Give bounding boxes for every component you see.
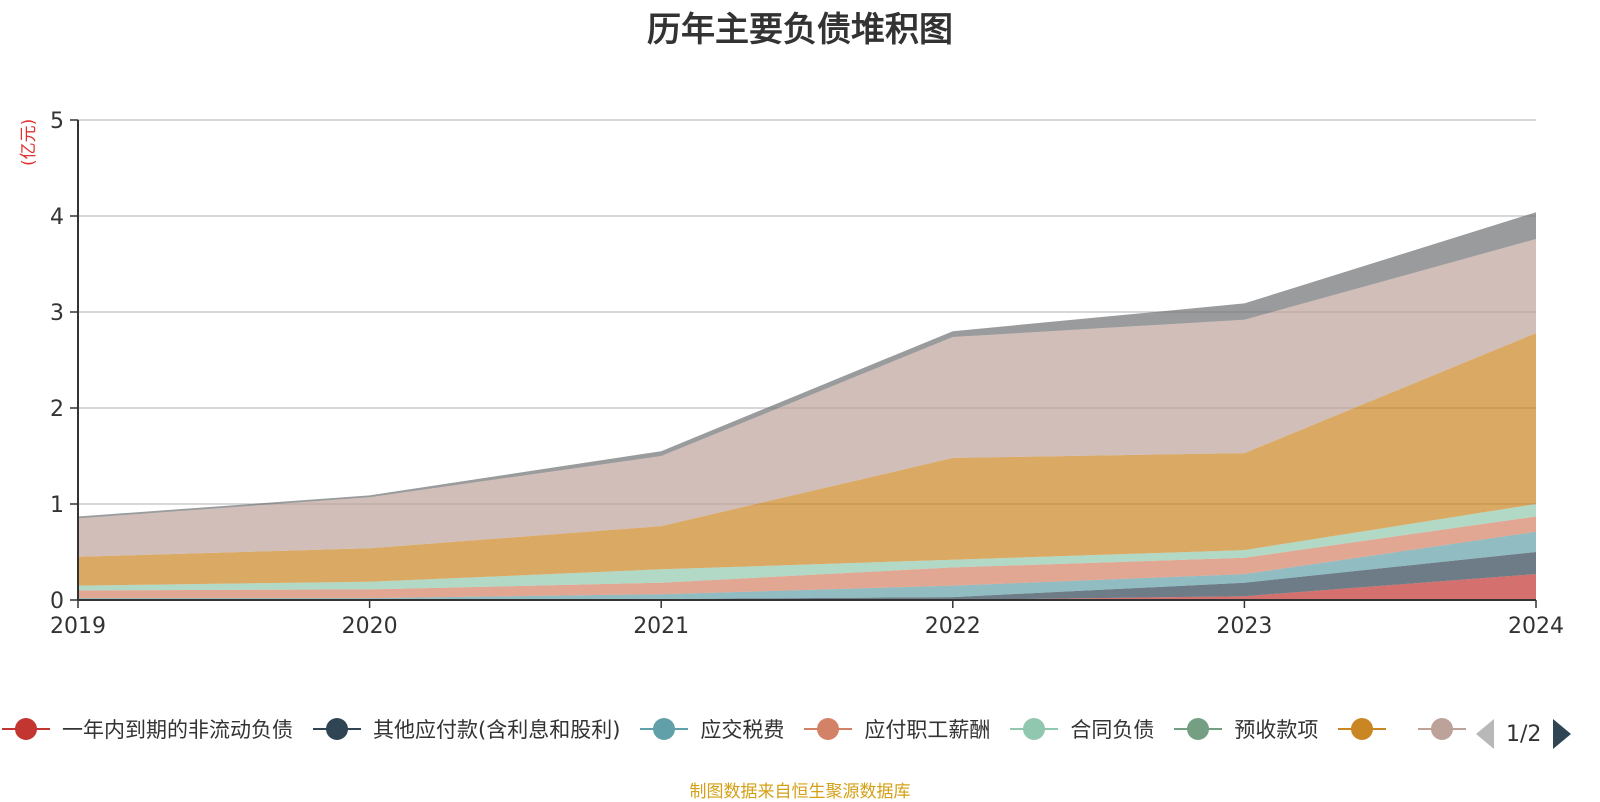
legend-marker-icon <box>1010 715 1059 743</box>
source-note: 制图数据来自恒生聚源数据库 <box>689 782 911 802</box>
legend-item[interactable]: 预收款项 <box>1174 714 1318 744</box>
legend-marker-icon <box>2 715 50 743</box>
y-tick-label: 3 <box>50 301 64 326</box>
y-tick-label: 5 <box>50 109 64 134</box>
area-series-4 <box>78 504 1536 591</box>
legend-label: 预收款项 <box>1234 718 1319 742</box>
legend-marker-icon <box>640 715 689 743</box>
legend-marker-icon <box>1418 715 1467 743</box>
legend-item[interactable] <box>1338 715 1398 743</box>
x-tick-label: 2019 <box>50 614 106 639</box>
legend-marker-icon <box>1338 715 1387 743</box>
x-tick-label: 2023 <box>1216 614 1272 639</box>
legend-label: 其他应付款(含利息和股利) <box>373 718 621 742</box>
legend-marker-icon <box>804 715 853 743</box>
legend-page-indicator: 1/2 <box>1506 721 1542 747</box>
x-tick-label: 2021 <box>633 614 689 639</box>
legend-item[interactable]: 应交税费 <box>640 714 784 744</box>
legend-label: 合同负债 <box>1070 718 1155 742</box>
legend-item[interactable]: 其他应付款(含利息和股利) <box>313 714 620 744</box>
y-tick-label: 0 <box>50 589 64 614</box>
legend-item[interactable]: 一年内到期的非流动负债 <box>2 714 293 744</box>
x-tick-label: 2020 <box>342 614 398 639</box>
area-series-2 <box>78 531 1536 599</box>
y-tick-label: 4 <box>50 205 64 230</box>
legend-label: 应付职工薪酬 <box>864 718 991 742</box>
legend-label: 应交税费 <box>700 718 785 742</box>
legend-pager: 1/2 <box>1476 716 1572 752</box>
y-tick-label: 1 <box>50 493 64 518</box>
legend-prev-icon[interactable] <box>1476 719 1494 749</box>
x-tick-label: 2024 <box>1508 614 1564 639</box>
legend-marker-icon <box>313 715 361 743</box>
area-series-6 <box>78 333 1536 586</box>
chart-title: 历年主要负债堆积图 <box>647 10 953 50</box>
legend-item[interactable] <box>1418 715 1470 743</box>
x-tick-label: 2022 <box>925 614 981 639</box>
area-series-0 <box>78 574 1536 600</box>
y-tick-label: 2 <box>50 397 64 422</box>
legend-next-icon[interactable] <box>1553 719 1572 749</box>
legend-item[interactable]: 应付职工薪酬 <box>804 714 990 744</box>
legend: 一年内到期的非流动负债 其他应付款(含利息和股利) 应交税费 应付职工薪酬 合同负债 预收… <box>0 714 1470 754</box>
area-series-7 <box>78 239 1536 557</box>
legend-item[interactable]: 合同负债 <box>1010 714 1154 744</box>
legend-label: 一年内到期的非流动负债 <box>62 718 293 742</box>
area-series-3 <box>78 516 1536 599</box>
area-series-1 <box>78 552 1536 600</box>
legend-marker-icon <box>1174 715 1223 743</box>
